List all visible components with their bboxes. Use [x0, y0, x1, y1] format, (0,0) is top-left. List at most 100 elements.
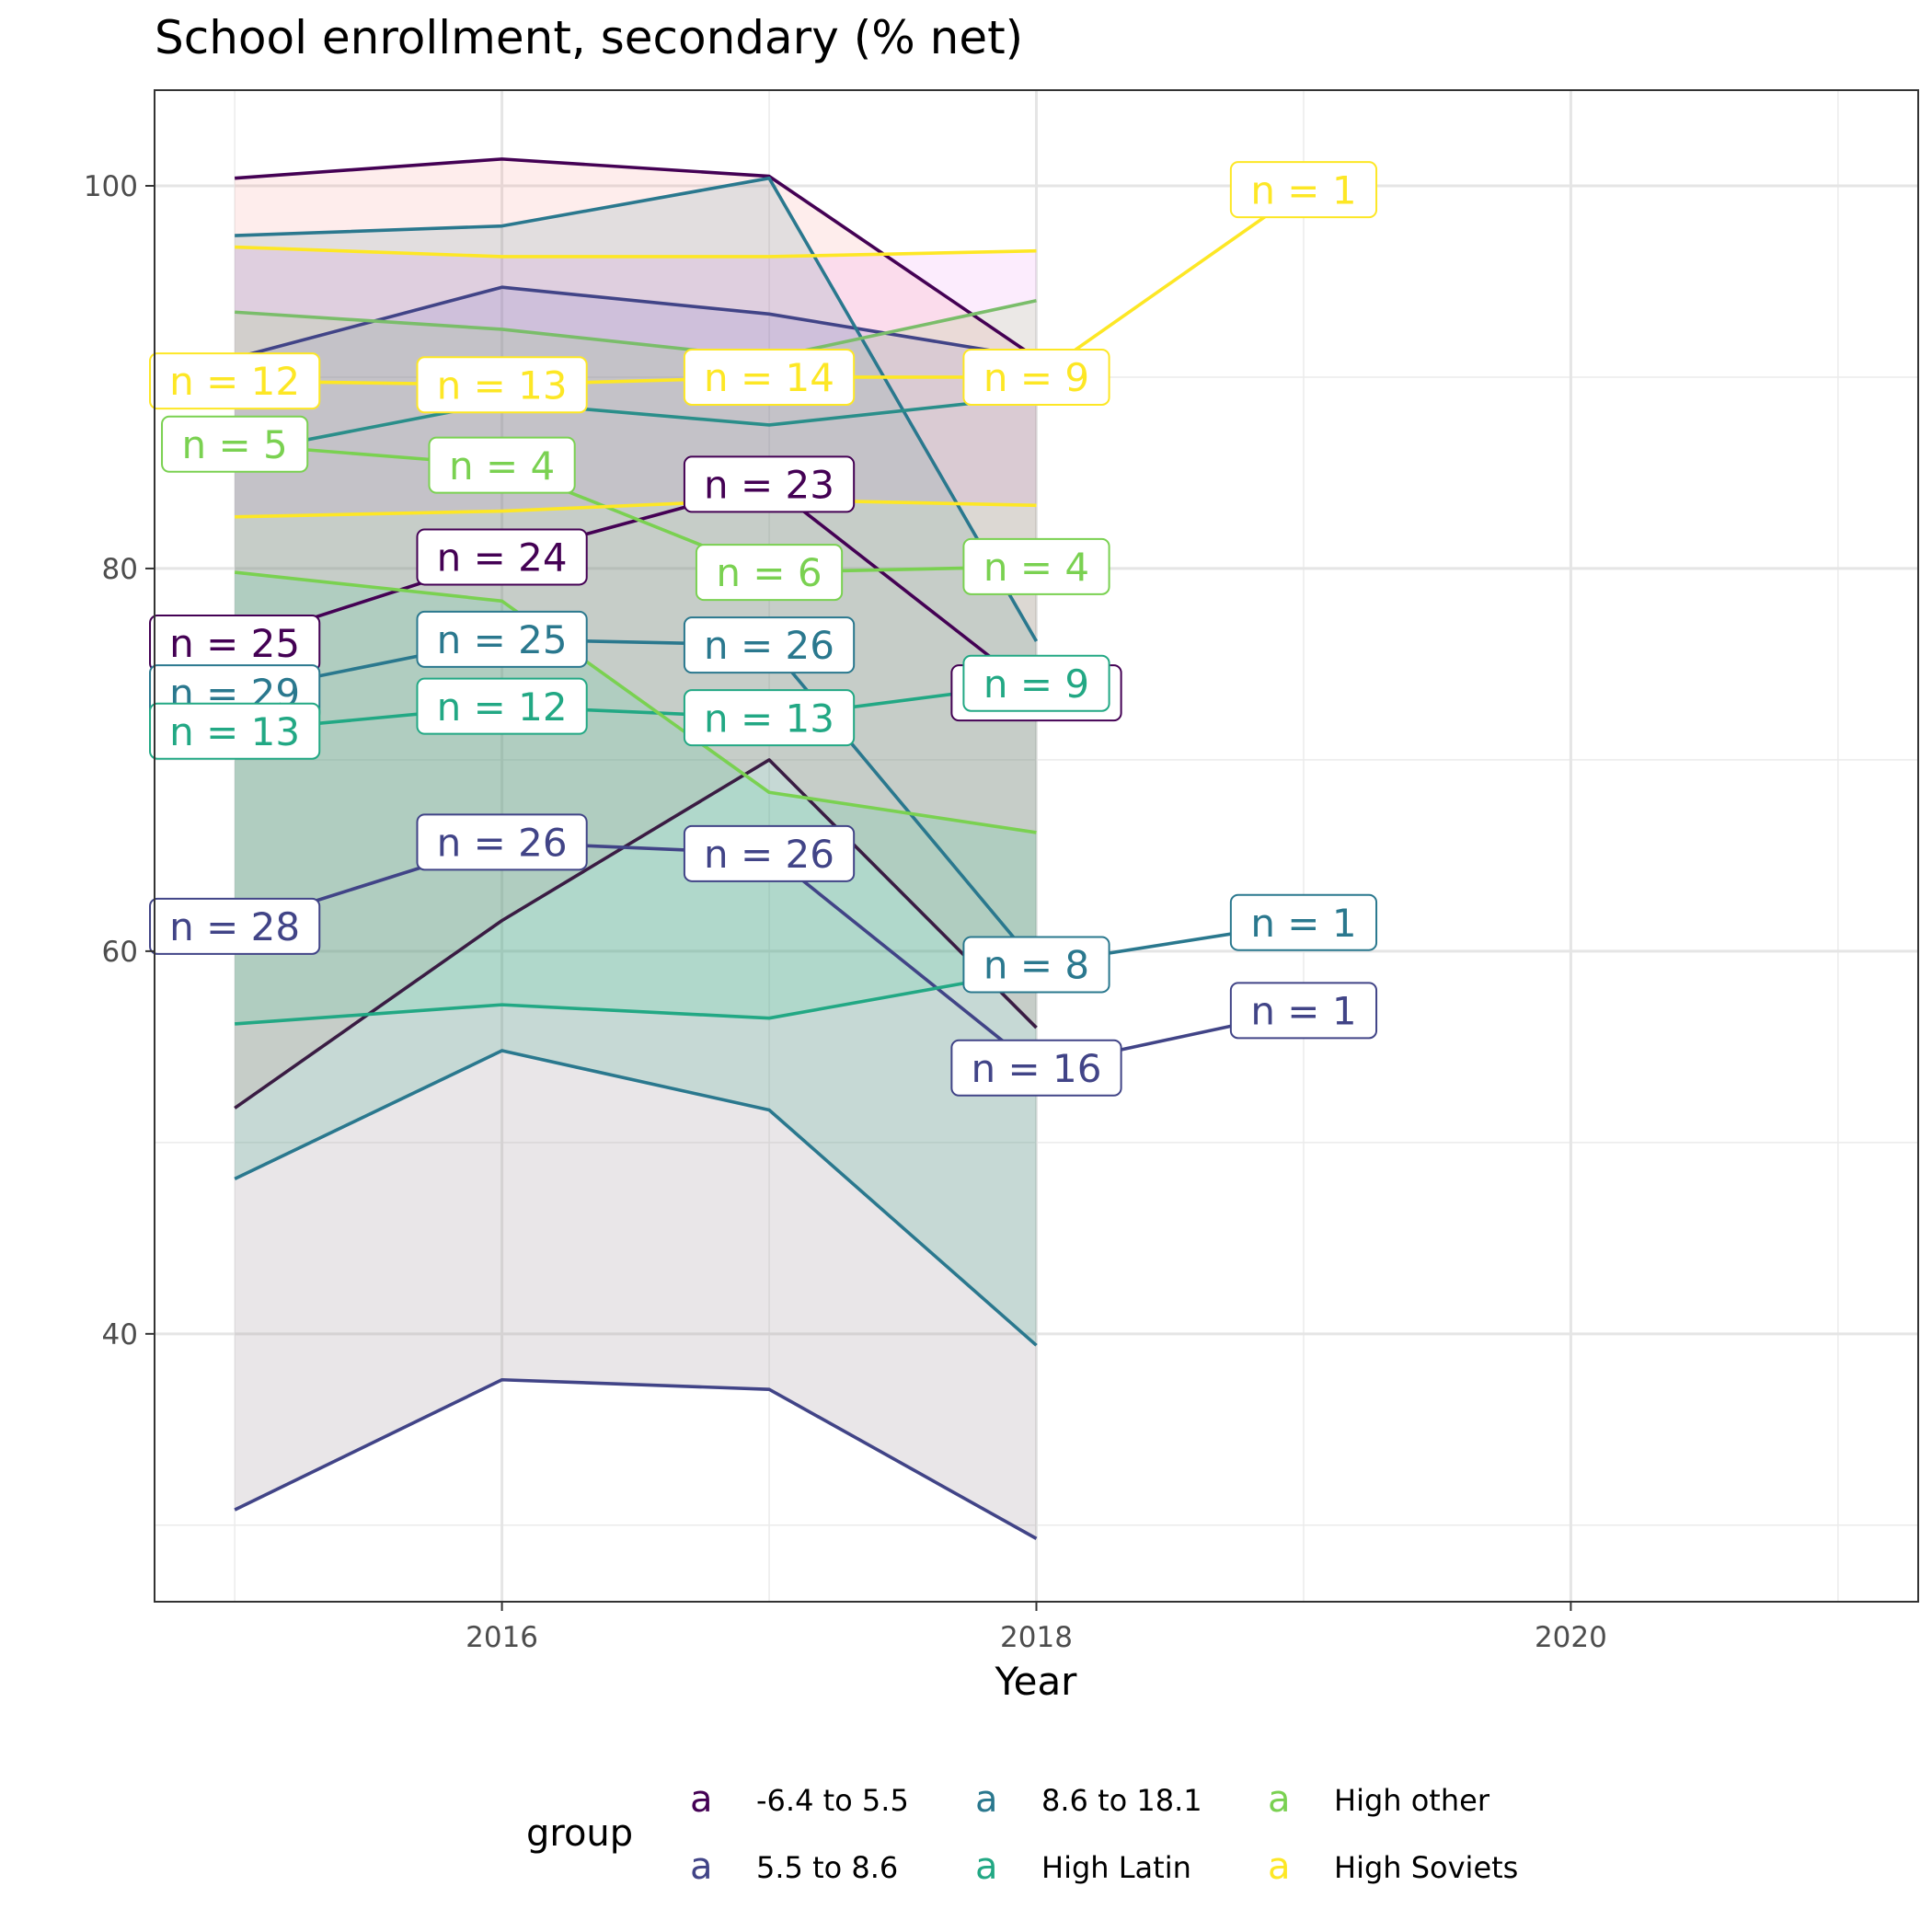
- data-label-text: n = 1: [1250, 167, 1356, 213]
- series-line-high-other-max: [235, 299, 1037, 360]
- data-label-high-soviets: n = 9: [962, 348, 1110, 406]
- data-label-box: [962, 936, 1110, 994]
- data-label-text: n = 13: [169, 709, 300, 754]
- data-label-text: n = 26: [704, 623, 834, 668]
- data-label-high-soviets: n = 14: [683, 348, 856, 406]
- data-label-text: n = 5: [182, 422, 288, 467]
- series-line-high-soviets-min: [235, 498, 1037, 519]
- data-label-text: n = 25: [169, 621, 300, 666]
- data-label-5-5-to-8-6: n = 26: [683, 824, 856, 882]
- data-label-8-6-to-18-1: n = 25: [416, 610, 588, 668]
- data-label-box: [1229, 982, 1378, 1040]
- data-label-text: n = 24: [437, 535, 568, 581]
- legend-label: High Soviets: [1334, 1850, 1518, 1885]
- data-label-box: [149, 897, 321, 955]
- legend-key: a: [690, 1778, 713, 1821]
- data-label-box: [695, 544, 844, 602]
- legend-item-high-soviets: a High Soviets: [1268, 1846, 1518, 1888]
- series-line-high-other-min: [234, 570, 1037, 834]
- data-label-box: [161, 415, 309, 473]
- series-line-high-latin-mean: [234, 681, 1037, 733]
- data-labels: n = 12 n = 13 n = 14 n = 9 n = 1 n = 5 n = 4 n …: [149, 161, 1378, 1097]
- data-label-box: [416, 528, 588, 586]
- data-label-6-4-to-5-5: n = 23: [683, 455, 856, 513]
- data-label-box: [1229, 161, 1378, 219]
- legend-label: -6.4 to 5.5: [756, 1783, 909, 1818]
- data-label-text: n = 1: [1250, 901, 1356, 946]
- data-label-box: [683, 616, 856, 674]
- data-label-high-other: n = 4: [428, 436, 576, 494]
- data-label-5-5-to-8-6: n = 26: [416, 813, 588, 871]
- legend-label: High Latin: [1041, 1850, 1191, 1885]
- data-label-5-5-to-8-6: n = 1: [1229, 982, 1378, 1040]
- series-line-6-4-to-5-5-mean: [234, 482, 1038, 695]
- data-label-high-other: n = 4: [962, 537, 1110, 595]
- data-label-high-other: n = 6: [695, 544, 844, 602]
- data-label-box: [428, 436, 576, 494]
- legend-key: a: [975, 1778, 998, 1821]
- data-label-8-6-to-18-1: n = 1: [1229, 893, 1378, 951]
- legend-key: a: [1268, 1846, 1291, 1888]
- data-label-text: n = 23: [704, 463, 834, 508]
- x-tick-label: 2018: [1000, 1621, 1073, 1654]
- y-tick-label: 100: [84, 170, 138, 203]
- x-axis-title: Year: [995, 1659, 1078, 1704]
- data-label-box: [149, 702, 321, 760]
- series-line-5-5-to-8-6-min: [234, 1377, 1038, 1540]
- data-label-high-latin: n = 13: [683, 689, 856, 747]
- data-label-6-4-to-5-5: n = 24: [416, 528, 588, 586]
- y-tick-label: 40: [102, 1318, 138, 1351]
- data-label-text: n = 25: [437, 617, 568, 662]
- legend-item-high-latin: a High Latin: [975, 1846, 1191, 1888]
- data-label-text: n = 28: [169, 904, 300, 949]
- y-tick-label: 60: [102, 936, 138, 969]
- data-label-box: [416, 610, 588, 668]
- data-label-text: n = 1: [1250, 988, 1356, 1033]
- data-label-high-latin: n = 9: [962, 654, 1110, 712]
- data-label-box: [950, 1039, 1122, 1097]
- data-label-text: n = 14: [704, 355, 834, 400]
- data-label-text: n = 26: [704, 832, 834, 877]
- legend-title: group: [526, 1812, 633, 1855]
- legend-label: 8.6 to 18.1: [1041, 1783, 1202, 1818]
- axes: 40 60 80 100 2016 2018 2020: [84, 170, 1607, 1654]
- data-label-box: [962, 348, 1110, 406]
- data-label-text: n = 13: [704, 696, 834, 741]
- legend-item-5-5-to-8-6: a 5.5 to 8.6: [690, 1846, 898, 1888]
- legend-label: High other: [1334, 1783, 1490, 1818]
- x-tick-label: 2016: [466, 1621, 538, 1654]
- data-label-box: [683, 824, 856, 882]
- data-label-text: n = 12: [169, 359, 300, 404]
- data-label-high-soviets: n = 12: [149, 352, 321, 410]
- data-label-box: [683, 689, 856, 747]
- data-label-8-6-to-18-1: n = 8: [962, 936, 1110, 994]
- data-label-high-latin: n = 13: [149, 702, 321, 760]
- legend-item-8-6-to-18-1: a 8.6 to 18.1: [975, 1778, 1202, 1821]
- series-line-6-4-to-5-5-max: [235, 157, 1038, 360]
- legend-key: a: [1268, 1778, 1291, 1821]
- data-label-text: n = 26: [437, 820, 568, 865]
- data-label-high-other: n = 5: [161, 415, 309, 473]
- data-label-text: n = 13: [437, 362, 568, 408]
- data-label-text: n = 6: [716, 550, 822, 595]
- series-line-high-latin-max: [234, 394, 1037, 455]
- data-label-box: [683, 455, 856, 513]
- series-line-8-6-to-18-1-min: [234, 1049, 1038, 1347]
- data-label-text: n = 16: [972, 1046, 1102, 1091]
- legend-key: a: [690, 1846, 713, 1888]
- data-label-box: [1229, 893, 1378, 951]
- x-tick-label: 2020: [1535, 1621, 1607, 1654]
- data-label-text: n = 8: [983, 943, 1089, 988]
- data-label-box: [149, 352, 321, 410]
- ribbon-5-5-to-8-6: [235, 1051, 1037, 1539]
- legend-key: a: [975, 1846, 998, 1888]
- legend-item-6-4-to-5-5: a -6.4 to 5.5: [690, 1778, 909, 1821]
- legend: group a -6.4 to 5.5 a 5.5 to 8.6 a 8.6 to 18.…: [526, 1778, 1518, 1888]
- data-label-text: n = 9: [983, 355, 1089, 400]
- data-label-5-5-to-8-6: n = 28: [149, 897, 321, 955]
- chart-title: School enrollment, secondary (% net): [155, 11, 1023, 64]
- series-line-high-latin-min: [235, 968, 1037, 1026]
- data-label-5-5-to-8-6: n = 16: [950, 1039, 1122, 1097]
- y-tick-label: 80: [102, 553, 138, 586]
